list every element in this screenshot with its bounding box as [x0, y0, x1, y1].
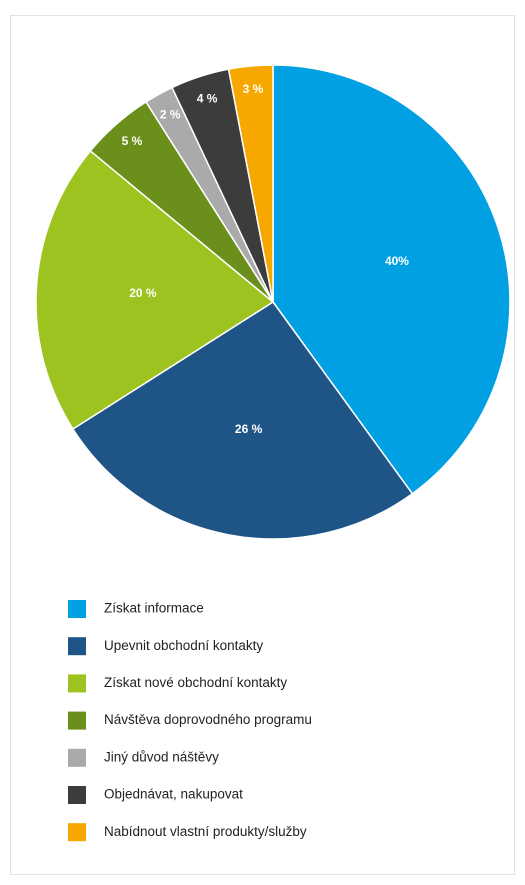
slice-label: 26 %: [235, 422, 263, 436]
slice-label: 4 %: [197, 91, 218, 105]
pie-slice: [227, 64, 274, 303]
slice-label: 2 %: [160, 107, 181, 121]
slice-label: 20 %: [129, 286, 157, 300]
legend-text: Nabídnout vlastní produkty/služby: [104, 824, 307, 839]
legend-text: Upevnit obchodní kontakty: [104, 638, 263, 653]
pie-slice: [272, 64, 511, 495]
legend-swatch: [68, 600, 86, 618]
slice-label: 3 %: [243, 82, 264, 96]
legend-text: Získat nové obchodní kontakty: [104, 675, 287, 690]
slice-label: 40%: [385, 254, 409, 268]
legend-swatch: [68, 786, 86, 804]
legend-swatch: [68, 748, 86, 767]
legend-text: Objednávat, nakupovat: [104, 787, 243, 802]
legend-swatch: [68, 637, 86, 656]
legend-text: Získat informace: [104, 601, 204, 616]
pie-slice: [71, 300, 414, 540]
legend-swatch: [68, 674, 86, 693]
legend-swatch: [68, 823, 86, 842]
slice-label: 5 %: [122, 134, 143, 148]
pie-slice: [35, 149, 275, 431]
legend-text: Návštěva doprovodného programu: [104, 712, 312, 727]
legend-swatch: [68, 711, 86, 730]
legend-text: Jiný důvod náštěvy: [104, 749, 219, 764]
